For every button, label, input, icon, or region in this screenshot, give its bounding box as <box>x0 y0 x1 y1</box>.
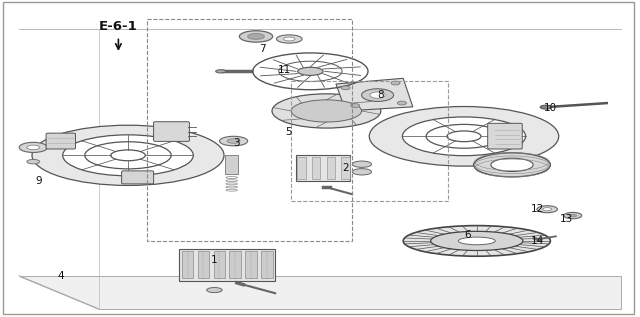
Ellipse shape <box>32 125 224 185</box>
Ellipse shape <box>540 105 552 109</box>
Text: 7: 7 <box>259 44 266 54</box>
Ellipse shape <box>341 86 350 90</box>
Text: 14: 14 <box>531 236 544 246</box>
Text: 11: 11 <box>278 65 291 75</box>
Ellipse shape <box>239 31 273 42</box>
FancyBboxPatch shape <box>154 122 189 141</box>
Ellipse shape <box>370 92 385 98</box>
Text: 4: 4 <box>58 271 64 281</box>
Bar <box>296 155 351 181</box>
Ellipse shape <box>352 169 372 175</box>
Ellipse shape <box>63 135 193 176</box>
Ellipse shape <box>227 139 240 143</box>
Text: 10: 10 <box>544 103 557 113</box>
Ellipse shape <box>397 101 406 105</box>
FancyBboxPatch shape <box>122 171 154 184</box>
Ellipse shape <box>111 150 145 161</box>
Ellipse shape <box>207 288 222 293</box>
FancyBboxPatch shape <box>488 123 522 149</box>
Text: 9: 9 <box>35 176 42 186</box>
Ellipse shape <box>403 117 525 156</box>
Text: 8: 8 <box>378 90 384 100</box>
Bar <box>214 251 225 278</box>
Text: E-6-1: E-6-1 <box>99 20 138 34</box>
Ellipse shape <box>84 142 172 169</box>
Bar <box>261 251 273 278</box>
Bar <box>342 157 349 179</box>
Ellipse shape <box>291 100 362 122</box>
Ellipse shape <box>284 37 295 41</box>
Bar <box>179 249 275 281</box>
Polygon shape <box>336 78 413 111</box>
Bar <box>147 19 352 241</box>
Text: 13: 13 <box>560 214 573 224</box>
Text: 1: 1 <box>211 255 218 265</box>
Ellipse shape <box>362 89 394 101</box>
Ellipse shape <box>391 81 400 85</box>
Bar <box>291 81 448 201</box>
Ellipse shape <box>474 153 550 177</box>
Text: 12: 12 <box>531 204 544 214</box>
Text: 6: 6 <box>464 230 470 240</box>
Ellipse shape <box>458 237 495 245</box>
Ellipse shape <box>19 142 47 152</box>
Bar <box>225 155 238 174</box>
Bar <box>229 251 241 278</box>
Ellipse shape <box>351 104 360 107</box>
Ellipse shape <box>403 226 550 256</box>
Bar <box>198 251 209 278</box>
Polygon shape <box>19 276 621 309</box>
Ellipse shape <box>298 67 323 75</box>
Bar <box>298 157 306 179</box>
Ellipse shape <box>537 206 557 213</box>
Ellipse shape <box>543 208 552 211</box>
Ellipse shape <box>569 214 577 217</box>
Ellipse shape <box>426 124 502 148</box>
Text: 5: 5 <box>285 126 291 137</box>
Text: 2: 2 <box>342 163 349 173</box>
Ellipse shape <box>564 212 582 219</box>
Bar <box>182 251 193 278</box>
Ellipse shape <box>272 94 381 128</box>
Ellipse shape <box>431 231 523 250</box>
Ellipse shape <box>248 34 264 39</box>
Ellipse shape <box>491 158 533 171</box>
FancyBboxPatch shape <box>46 133 76 149</box>
Text: 3: 3 <box>234 138 240 148</box>
Ellipse shape <box>447 131 481 142</box>
Bar <box>312 157 321 179</box>
Ellipse shape <box>220 136 248 146</box>
Bar <box>326 157 335 179</box>
Ellipse shape <box>27 159 40 164</box>
Ellipse shape <box>369 107 559 166</box>
Ellipse shape <box>216 70 226 73</box>
Ellipse shape <box>276 35 302 43</box>
Ellipse shape <box>27 145 40 150</box>
Ellipse shape <box>352 161 372 167</box>
Bar <box>245 251 257 278</box>
